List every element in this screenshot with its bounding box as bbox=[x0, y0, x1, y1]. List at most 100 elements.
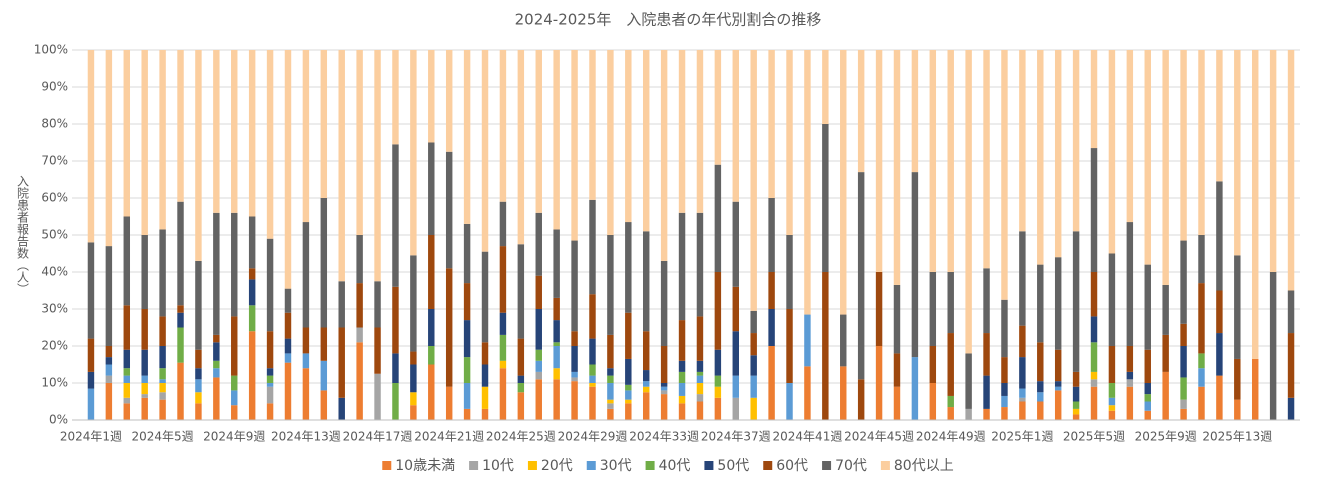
x-tick-label: 2024年33週 bbox=[629, 430, 699, 444]
bar-segment bbox=[123, 375, 131, 383]
bar-segment bbox=[463, 408, 471, 420]
bar-segment bbox=[678, 383, 686, 396]
bar-segment bbox=[607, 383, 614, 400]
bar-segment bbox=[1269, 50, 1277, 272]
bar-segment bbox=[732, 201, 740, 287]
bar-segment bbox=[696, 212, 704, 317]
bar-segment bbox=[159, 392, 166, 400]
bar-segment bbox=[499, 360, 507, 369]
bar-segment bbox=[1001, 299, 1008, 358]
bar-segment bbox=[248, 216, 256, 269]
bar-segment bbox=[1162, 334, 1169, 372]
bar-segment bbox=[463, 283, 471, 321]
bar-segment bbox=[266, 50, 274, 239]
legend-swatch bbox=[704, 461, 714, 470]
x-tick-label: 2024年17週 bbox=[343, 430, 413, 444]
bar-segment bbox=[410, 351, 417, 365]
bar-segment bbox=[195, 392, 202, 404]
bar-segment bbox=[840, 50, 847, 315]
bar-segment bbox=[1090, 272, 1098, 317]
y-tick-label: 70% bbox=[41, 154, 68, 168]
bar-segment bbox=[141, 349, 148, 376]
chart-title: 2024-2025年 入院患者の年代別割合の推移 bbox=[515, 11, 822, 29]
bar-segment bbox=[732, 397, 740, 420]
bar-segment bbox=[499, 334, 507, 361]
legend-text: 20代 bbox=[541, 458, 573, 474]
x-tick-label: 2024年1週 bbox=[60, 430, 122, 444]
bar-segment bbox=[696, 371, 704, 376]
bar-segment bbox=[517, 392, 525, 420]
bar-segment bbox=[87, 338, 95, 372]
bar-segment bbox=[1162, 284, 1169, 335]
bar-segment bbox=[1054, 386, 1062, 391]
bar-segment bbox=[875, 50, 883, 272]
bar-segment bbox=[463, 50, 471, 224]
bar-segment bbox=[517, 375, 525, 383]
bar-segment bbox=[1108, 50, 1116, 254]
bar-segment bbox=[1019, 357, 1026, 389]
bar-segment bbox=[159, 383, 166, 393]
bar-segment bbox=[266, 386, 274, 404]
y-tick-label: 50% bbox=[41, 228, 68, 242]
bar-segment bbox=[750, 333, 757, 356]
bar-segment bbox=[893, 284, 901, 354]
bar-segment bbox=[553, 297, 560, 321]
bar-segment bbox=[1037, 392, 1044, 402]
bar-segment bbox=[302, 50, 310, 223]
bar-segment bbox=[428, 142, 435, 235]
y-tick-label: 80% bbox=[41, 117, 68, 131]
bar-segment bbox=[553, 346, 560, 369]
bar-segment bbox=[1180, 377, 1187, 400]
bar-segment bbox=[195, 260, 202, 350]
bar-segment bbox=[284, 338, 292, 354]
bar-segment bbox=[1090, 371, 1098, 380]
bar-segment bbox=[535, 371, 542, 380]
x-tick-label: 2024年45週 bbox=[844, 430, 914, 444]
bar-segment bbox=[428, 346, 435, 365]
bar-segment bbox=[535, 349, 542, 361]
bar-segment bbox=[571, 50, 578, 241]
bar-segment bbox=[553, 229, 560, 298]
bar-segment bbox=[231, 50, 238, 213]
bar-segment bbox=[1108, 410, 1116, 420]
bar-segment bbox=[141, 394, 148, 398]
bar-segment bbox=[302, 222, 310, 328]
bar-segment bbox=[105, 357, 113, 365]
legend-text: 10代 bbox=[482, 458, 514, 474]
bar-segment bbox=[1037, 264, 1044, 343]
bar-segment bbox=[696, 401, 704, 420]
bar-segment bbox=[428, 50, 435, 143]
bar-segment bbox=[983, 408, 990, 420]
bar-segment bbox=[625, 50, 632, 223]
bar-segment bbox=[177, 327, 184, 363]
bar-segment bbox=[266, 383, 274, 387]
bar-segment bbox=[445, 50, 453, 152]
bar-segment bbox=[589, 375, 596, 383]
bar-segment bbox=[535, 309, 542, 350]
bar-segment bbox=[1287, 333, 1295, 398]
bar-segment bbox=[266, 403, 274, 420]
bar-segment bbox=[678, 371, 686, 383]
bar-segment bbox=[141, 375, 148, 383]
bar-segment bbox=[607, 235, 614, 335]
legend-swatch bbox=[469, 461, 479, 470]
bar-segment bbox=[1001, 50, 1008, 300]
bar-segment bbox=[1019, 388, 1026, 398]
bar-segment bbox=[911, 357, 919, 420]
legend-swatch bbox=[527, 461, 537, 470]
bar-segment bbox=[1198, 283, 1205, 354]
bar-segment bbox=[123, 403, 131, 420]
bar-segment bbox=[1180, 346, 1187, 378]
bar-segment bbox=[392, 353, 399, 383]
bar-segment bbox=[284, 312, 292, 339]
bar-segment bbox=[625, 384, 632, 391]
bar-segment bbox=[1180, 399, 1187, 409]
bar-segment bbox=[589, 383, 596, 387]
bar-segment bbox=[141, 50, 148, 235]
bar-segment bbox=[123, 368, 131, 376]
bar-segment bbox=[589, 338, 596, 365]
bar-segment bbox=[983, 333, 990, 376]
bar-segment bbox=[660, 50, 668, 261]
bar-segment bbox=[195, 50, 202, 261]
bar-segment bbox=[553, 342, 560, 346]
